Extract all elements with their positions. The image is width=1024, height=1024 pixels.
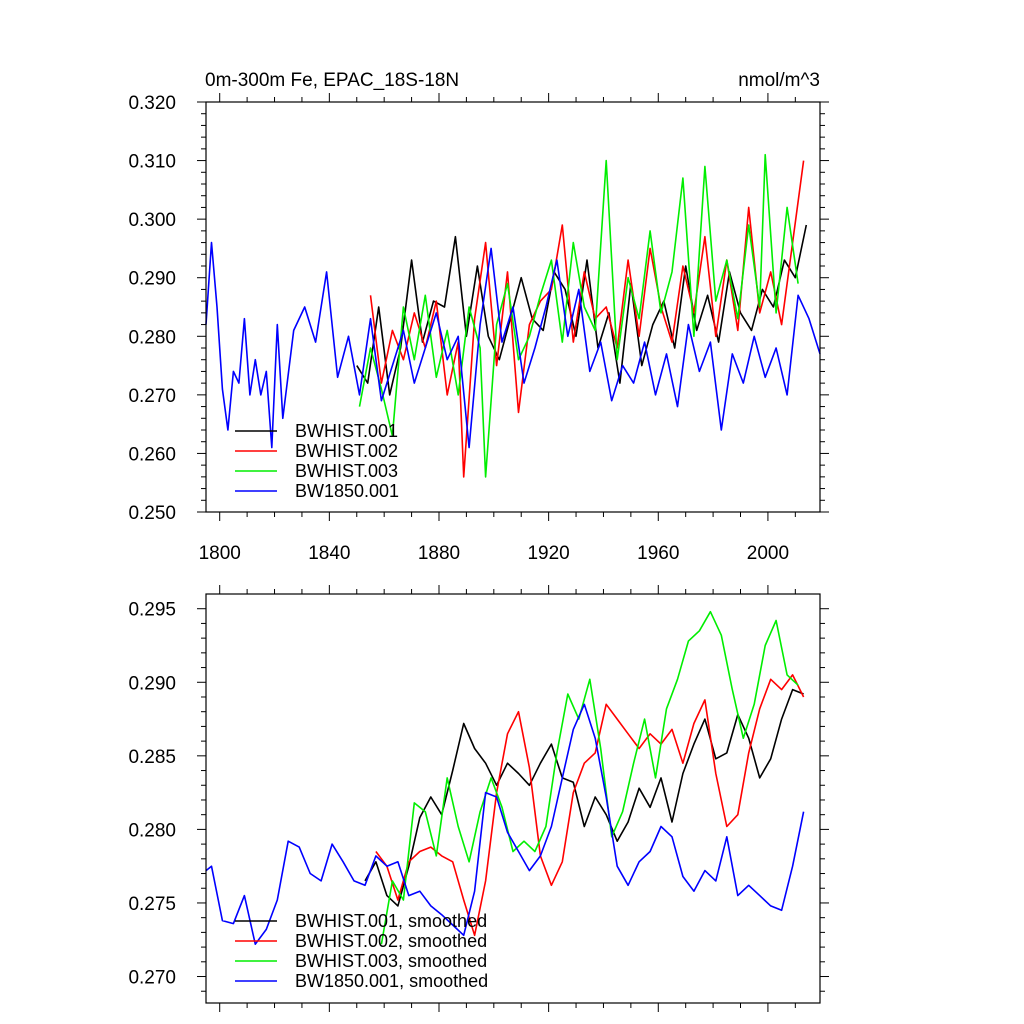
- top-legend-label-4: BW1850.001: [295, 481, 399, 501]
- top-x-tick-label: 1800: [199, 543, 241, 564]
- bottom-y-tick-label: 0.290: [128, 673, 176, 694]
- top-panel: 0m-300m Fe, EPAC_18S-18N nmol/m^3 1800 18…: [128, 70, 829, 564]
- bottom-legend-label-3: BWHIST.003, smoothed: [295, 951, 487, 971]
- top-legend-label-1: BWHIST.001: [295, 421, 398, 441]
- top-x-tick-label: 1840: [308, 543, 350, 564]
- top-y-tick-label: 0.250: [128, 503, 176, 524]
- top-y-tick-label: 0.260: [128, 444, 176, 465]
- top-x-tick-label: 1920: [527, 543, 569, 564]
- bottom-y-tick-label: 0.295: [128, 600, 176, 621]
- top-series-line-3: [358, 153, 799, 478]
- bottom-plot-frame: [205, 593, 821, 1004]
- bottom-legend-label-4: BW1850.001, smoothed: [295, 971, 488, 991]
- top-y-tick-label: 0.310: [128, 152, 176, 173]
- bottom-series-line-2: [375, 674, 805, 937]
- top-y-tick-label: 0.300: [128, 210, 176, 231]
- bottom-series-line-1: [364, 688, 804, 907]
- top-series-line-1: [356, 224, 808, 396]
- top-y-tick-label: 0.320: [128, 93, 176, 114]
- bottom-legend-label-1: BWHIST.001, smoothed: [295, 911, 487, 931]
- bottom-y-tick-label: 0.285: [128, 747, 176, 768]
- top-x-tick-label: 2000: [747, 543, 789, 564]
- bottom-legend-label-2: BWHIST.002, smoothed: [295, 931, 487, 951]
- top-y-tick-label: 0.270: [128, 386, 176, 407]
- bottom-y-tick-label: 0.280: [128, 820, 176, 841]
- bottom-panel: 0.270 0.275 0.280 0.285 0.290 0.295 BWHIST.00…: [128, 585, 829, 1012]
- bottom-y-tick-label: 0.275: [128, 894, 176, 915]
- bottom-y-tick-label: 0.270: [128, 968, 176, 989]
- bottom-series-line-3: [380, 610, 799, 945]
- bottom-series-line-4: [205, 703, 805, 946]
- top-series-line-4: [205, 241, 821, 449]
- top-legend-label-2: BWHIST.002: [295, 441, 398, 461]
- bottom-axes: 0.270 0.275 0.280 0.285 0.290 0.295: [128, 585, 829, 1012]
- top-panel-units: nmol/m^3: [738, 70, 820, 91]
- top-y-tick-label: 0.280: [128, 327, 176, 348]
- top-series-group: [205, 153, 821, 478]
- top-axes: 1800 1840 1880 1920 1960 2000 0.250 0.260 0.270 0…: [128, 93, 829, 564]
- top-plot-frame: [205, 101, 821, 513]
- top-legend-label-3: BWHIST.003: [295, 461, 398, 481]
- top-y-tick-label: 0.290: [128, 269, 176, 290]
- top-x-tick-label: 1960: [637, 543, 679, 564]
- bottom-series-group: [205, 610, 805, 946]
- top-panel-title: 0m-300m Fe, EPAC_18S-18N: [205, 70, 459, 91]
- top-x-tick-label: 1880: [418, 543, 460, 564]
